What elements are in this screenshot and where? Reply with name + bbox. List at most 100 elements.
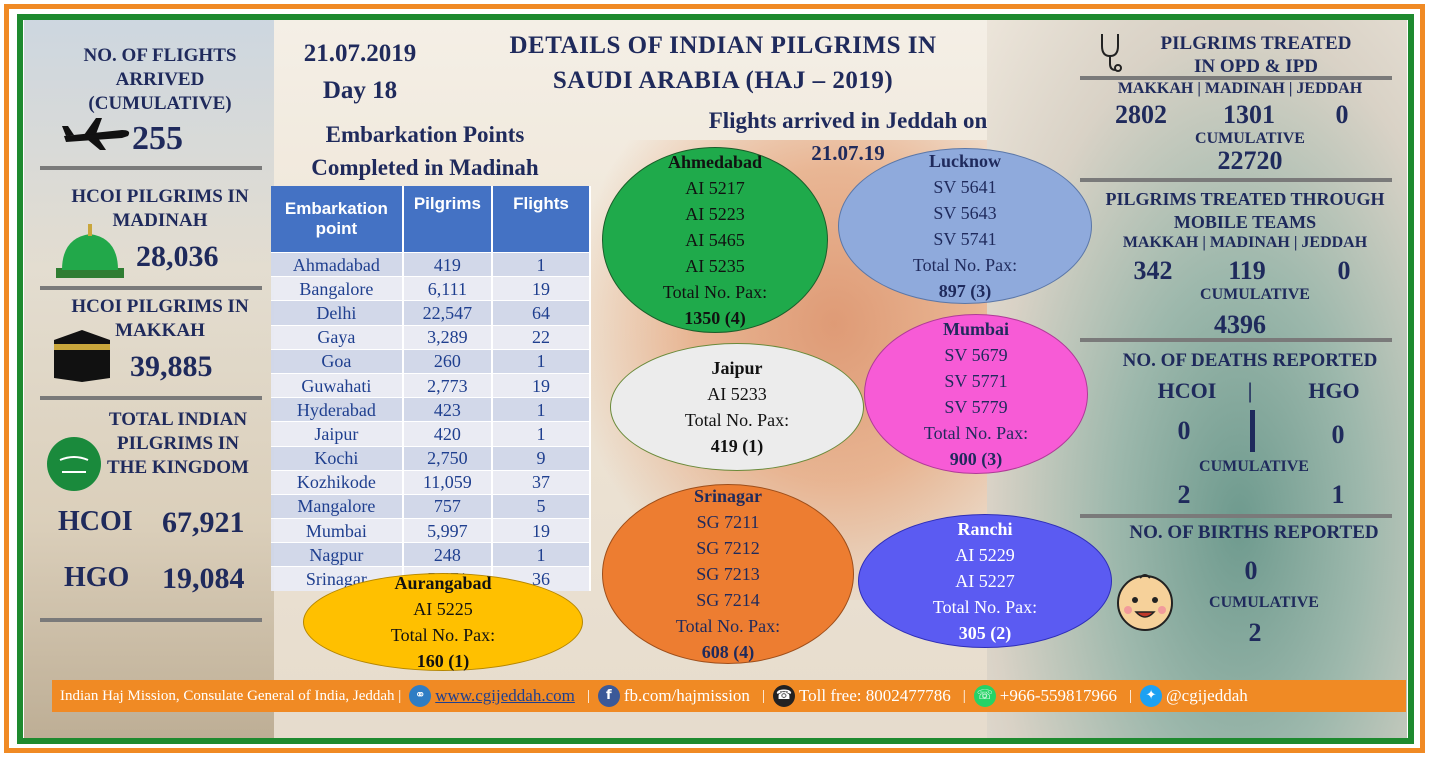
oval-pax-label: Total No. Pax: bbox=[923, 423, 1029, 443]
oval-city-aurangabad: Aurangabad bbox=[394, 573, 492, 593]
jeddah-heading-line2: 21.07.19 bbox=[811, 141, 885, 165]
divider bbox=[1080, 514, 1392, 518]
oval-flight-number: SV 5679 bbox=[944, 345, 1008, 365]
table-row: Bangalore 6,111 19 bbox=[271, 276, 591, 301]
cell-flights: 19 bbox=[492, 372, 591, 398]
cell-pilgrims: 22,547 bbox=[402, 300, 494, 326]
mobile-teams-label: PILGRIMS TREATED THROUGH MOBILE TEAMS bbox=[1090, 188, 1400, 234]
makkah-label: HCOI PILGRIMS IN MAKKAH bbox=[40, 295, 280, 343]
phone-icon: ☎ bbox=[772, 685, 795, 707]
table-row: Goa 260 1 bbox=[271, 348, 591, 374]
total-kingdom-label: TOTAL INDIAN PILGRIMS IN THE KINGDOM bbox=[88, 408, 268, 480]
oval-pax-total: 305 (2) bbox=[958, 623, 1012, 643]
deaths-label: NO. OF DEATHS REPORTED bbox=[1122, 350, 1378, 371]
footer-separator: | bbox=[586, 687, 590, 704]
births-cumulative-value: 2 bbox=[1248, 618, 1262, 647]
cell-point: Bangalore bbox=[271, 276, 404, 301]
oval-city-mumbai: Mumbai bbox=[942, 319, 1009, 339]
cell-flights: 19 bbox=[492, 518, 591, 543]
deaths-cum-hgo-value: 1 bbox=[1331, 480, 1345, 509]
report-date: 21.07.2019 bbox=[303, 40, 417, 67]
opd-label-line1: PILGRIMS TREATED bbox=[1160, 33, 1352, 54]
cell-pilgrims: 11,059 bbox=[402, 469, 494, 495]
divider bbox=[1080, 178, 1392, 182]
table-header-row: Embarkation point Pilgrims Flights bbox=[271, 186, 591, 253]
oval-pax-total: 900 (3) bbox=[949, 449, 1003, 469]
oval-flight-number: SG 7213 bbox=[696, 564, 760, 584]
madinah-label-line1: HCOI PILGRIMS IN bbox=[71, 186, 249, 207]
table-row: Guwahati 2,773 19 bbox=[271, 372, 591, 398]
oval-flight-number: SG 7214 bbox=[696, 590, 760, 610]
deaths-divider-bar bbox=[1250, 410, 1255, 452]
cell-flights: 1 bbox=[492, 421, 591, 446]
oval-flight-number: AI 5235 bbox=[685, 256, 745, 276]
facebook-icon: f bbox=[597, 685, 620, 707]
cell-point: Mumbai bbox=[271, 518, 404, 543]
oval-city-srinagar: Srinagar bbox=[693, 486, 762, 506]
total-label-line3: THE KINGDOM bbox=[107, 457, 249, 478]
divider bbox=[1080, 338, 1392, 342]
mobile-cities-header: MAKKAH | MADINAH | JEDDAH bbox=[1122, 234, 1368, 251]
cell-flights: 1 bbox=[492, 348, 591, 374]
whatsapp-icon: ☏ bbox=[973, 685, 996, 707]
facebook-link[interactable]: fb.com/hajmission bbox=[623, 686, 750, 705]
oval-city-ranchi: Ranchi bbox=[957, 519, 1013, 539]
toll-free-number[interactable]: Toll free: 8002477786 bbox=[798, 686, 951, 705]
mobile-label-line2: MOBILE TEAMS bbox=[1173, 212, 1317, 232]
whatsapp-number[interactable]: +966-559817966 bbox=[999, 686, 1117, 705]
total-label-line1: TOTAL INDIAN bbox=[108, 409, 248, 430]
cell-point: Delhi bbox=[271, 300, 404, 326]
opd-makkah-value: 2802 bbox=[1115, 100, 1167, 129]
table-row: Ahmadabad 419 1 bbox=[271, 251, 591, 277]
hgo-label: HGO bbox=[64, 562, 130, 593]
cell-point: Jaipur bbox=[271, 421, 404, 446]
deaths-separator: | bbox=[1247, 378, 1253, 403]
website-link[interactable]: www.cgijeddah.com bbox=[435, 686, 575, 705]
cell-pilgrims: 419 bbox=[402, 251, 494, 277]
green-dome-icon bbox=[56, 224, 124, 278]
flights-arrived-label: NO. OF FLIGHTS ARRIVED (CUMULATIVE) bbox=[40, 44, 280, 116]
oval-pax-label: Total No. Pax: bbox=[675, 616, 781, 636]
oval-pax-label: Total No. Pax: bbox=[932, 597, 1038, 617]
flights-arrived-value: 255 bbox=[132, 120, 183, 157]
oval-city-ahmedabad: Ahmedabad bbox=[667, 152, 763, 172]
cell-flights: 5 bbox=[492, 493, 591, 519]
cell-point: Gaya bbox=[271, 324, 404, 350]
flights-label-line2: ARRIVED bbox=[115, 69, 205, 90]
makkah-value: 39,885 bbox=[130, 350, 213, 383]
twitter-icon: ✦ bbox=[1140, 685, 1163, 707]
mobile-cumulative-value: 4396 bbox=[1214, 310, 1266, 339]
footer-separator: | bbox=[1129, 687, 1133, 704]
cell-pilgrims: 2,750 bbox=[402, 445, 494, 471]
oval-flight-number: AI 5229 bbox=[955, 545, 1015, 565]
hcoi-value: 67,921 bbox=[162, 506, 245, 539]
table-row: Kozhikode 11,059 37 bbox=[271, 469, 591, 495]
oval-city-lucknow: Lucknow bbox=[928, 151, 1002, 171]
oval-flight-number: SV 5779 bbox=[944, 397, 1008, 417]
deaths-cum-hcoi-value: 2 bbox=[1177, 480, 1191, 509]
mobile-madinah-value: 119 bbox=[1228, 256, 1266, 285]
embarkation-heading-line1: Embarkation Points bbox=[325, 122, 525, 147]
opd-label-line2: IN OPD & IPD bbox=[1193, 56, 1319, 77]
oval-flight-number: AI 5225 bbox=[413, 599, 473, 619]
divider bbox=[40, 286, 262, 290]
cell-pilgrims: 2,773 bbox=[402, 372, 494, 398]
divider bbox=[40, 618, 262, 622]
oval-flight-number: AI 5227 bbox=[955, 571, 1015, 591]
deaths-hgo-label: HGO bbox=[1308, 378, 1360, 403]
table-row: Gaya 3,289 22 bbox=[271, 324, 591, 350]
opd-madinah-value: 1301 bbox=[1223, 100, 1275, 129]
table-row: Nagpur 248 1 bbox=[271, 542, 591, 567]
mobile-jeddah-value: 0 bbox=[1337, 256, 1351, 285]
cell-point: Goa bbox=[271, 348, 404, 374]
cell-flights: 37 bbox=[492, 469, 591, 495]
oval-flight-number: SV 5771 bbox=[944, 371, 1008, 391]
madinah-label-line2: MADINAH bbox=[112, 210, 208, 231]
cell-point: Mangalore bbox=[271, 493, 404, 519]
oval-pax-label: Total No. Pax: bbox=[912, 255, 1018, 275]
births-cumulative-label: CUMULATIVE bbox=[1209, 594, 1319, 611]
cell-point: Kochi bbox=[271, 445, 404, 471]
twitter-handle[interactable]: @cgijeddah bbox=[1166, 686, 1248, 705]
flight-oval-srinagar: Srinagar SG 7211 SG 7212 SG 7213 SG 7214 Tota… bbox=[602, 484, 854, 664]
